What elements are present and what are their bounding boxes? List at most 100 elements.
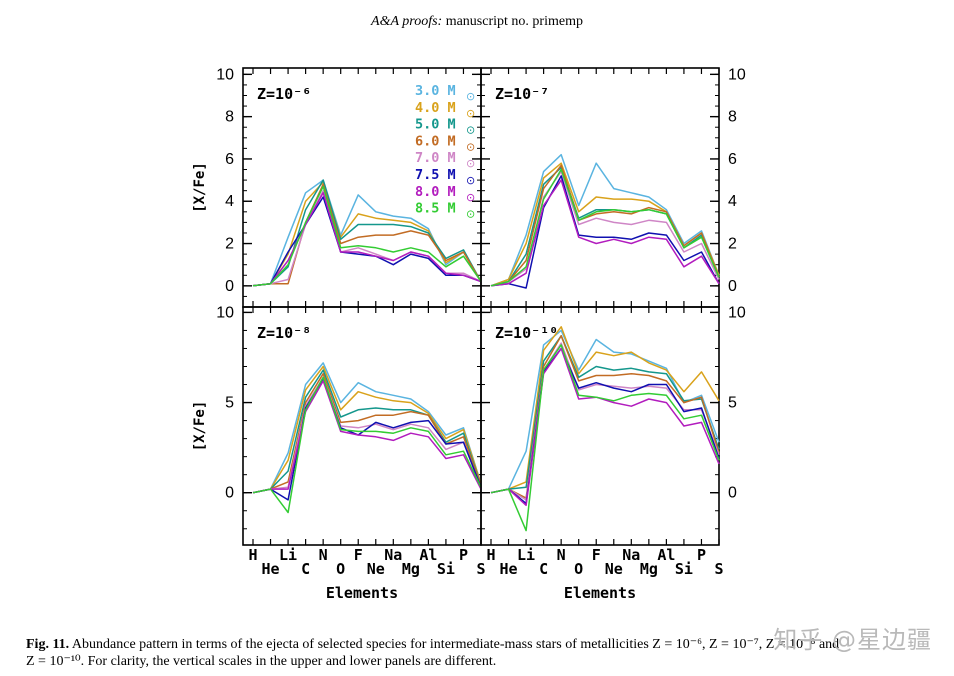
element-label: Li [517,546,535,564]
element-label: N [319,546,328,564]
legend-sun-symbol: ⊙ [466,191,475,204]
y-tick-label: 8 [225,109,234,126]
y-tick-label: 10 [216,66,234,83]
y-tick-label: 10 [728,304,746,321]
y-tick-label: 0 [728,278,737,295]
legend-entry: 4.0 M [415,100,456,116]
y-axis-label: [X/Fe] [192,162,208,213]
element-label: He [262,560,280,578]
y-tick-label: 6 [225,151,234,168]
legend-sun-symbol: ⊙ [466,140,475,153]
legend-entry: 8.0 M [415,184,456,200]
y-tick-label: 0 [225,485,234,502]
caption-text-2: Z = 10⁻¹⁰. For clarity, the vertical sca… [26,654,497,669]
x-axis-label: Elements [564,584,636,602]
y-tick-label: 6 [728,151,737,168]
y-tick-label: 10 [216,304,234,321]
journal-name: A&A proofs: [371,14,443,29]
legend-sun-symbol: ⊙ [466,124,475,137]
series-line-8_0-M [490,179,720,287]
y-tick-label: 5 [728,395,737,412]
element-label: O [574,560,583,578]
element-label: Si [437,560,455,578]
element-label: H [486,546,495,564]
series-line-7_0-M [490,170,720,287]
element-label: Li [279,546,297,564]
legend-sun-symbol: ⊙ [466,107,475,120]
legend-sun-symbol: ⊙ [466,208,475,221]
caption-label: Fig. 11. [26,637,70,652]
y-tick-label: 2 [225,236,234,253]
legend-entry: 5.0 M [415,117,456,133]
x-axis-label: Elements [326,584,398,602]
series-line-6_0-M [490,335,720,499]
series-line-6_0-M [252,183,482,287]
series-line-6_0-M [252,372,482,494]
y-tick-label: 4 [728,193,737,210]
series-line-8_0-M [252,192,482,287]
panel-frame-4 [480,306,720,546]
watermark: 知乎 @星边疆 [773,626,932,654]
panel-title: Z=10⁻⁸ [257,324,311,342]
series-line-7_5-M [252,378,482,501]
running-header: A&A proofs: manuscript no. primemp [0,14,954,30]
y-tick-label: 10 [728,66,746,83]
abundance-figure: 0 2 4 6 8 10 Z=10⁻⁶ [X/Fe] 0 2 4 6 8 10 Z=10⁻⁷ 0 5 10 Z=10… [192,66,746,602]
element-label: H [248,546,257,564]
element-label: O [336,560,345,578]
element-label: Na [622,546,640,564]
series-line-5_0-M [490,335,720,494]
panel-title: Z=10⁻⁷ [495,85,549,103]
legend-sun-symbol: ⊙ [466,157,475,170]
series-line-4_0-M [252,365,482,494]
element-label: Ne [605,560,623,578]
element-label: S [476,560,485,578]
element-label: Al [657,546,675,564]
caption-text: Abundance pattern in terms of the ejecta… [69,637,840,652]
panel-title: Z=10⁻⁶ [257,85,311,103]
element-label: S [714,560,723,578]
y-tick-label: 4 [225,193,234,210]
y-tick-label: 0 [225,278,234,295]
legend-sun-symbol: ⊙ [466,174,475,187]
panel-frame-3 [242,306,482,546]
legend-entry: 7.5 M [415,167,456,183]
legend-entry: 8.5 M [415,201,456,217]
legend-sun-symbol: ⊙ [466,90,475,103]
figure-caption: Fig. 11. Abundance pattern in terms of t… [26,636,930,670]
series-line-8_0-M [252,380,482,494]
legend-entry: 7.0 M [415,150,456,166]
y-tick-label: 5 [225,395,234,412]
manuscript-id: manuscript no. primemp [442,14,583,29]
element-label: Na [384,546,402,564]
series-line-8_5-M [490,168,720,287]
element-label: Mg [402,560,420,578]
element-label: F [354,546,363,564]
series-line-3_0-M [490,153,720,287]
element-label: Ne [367,560,385,578]
series-line-8_0-M [490,347,720,507]
series-line-8_5-M [490,344,720,532]
series-line-7_0-M [490,342,720,501]
element-label: Al [419,546,437,564]
element-label: Si [675,560,693,578]
series-line-4_0-M [490,326,720,494]
series-line-7_5-M [252,196,482,287]
series-line-8_5-M [252,376,482,514]
legend-entry: 6.0 M [415,133,456,149]
series-line-6_0-M [490,164,720,287]
panel-title: Z=10⁻¹⁰ [495,324,558,342]
element-label: C [539,560,548,578]
element-label: He [500,560,518,578]
series-line-3_0-M [252,362,482,494]
legend-entry: 3.0 M [415,83,456,99]
element-label: N [557,546,566,564]
element-label: P [459,546,468,564]
series-line-5_0-M [252,369,482,494]
series-line-8_5-M [252,185,482,287]
element-label: Mg [640,560,658,578]
y-tick-label: 8 [728,109,737,126]
element-label: C [301,560,310,578]
y-axis-label: [X/Fe] [192,401,208,452]
y-tick-label: 0 [728,485,737,502]
